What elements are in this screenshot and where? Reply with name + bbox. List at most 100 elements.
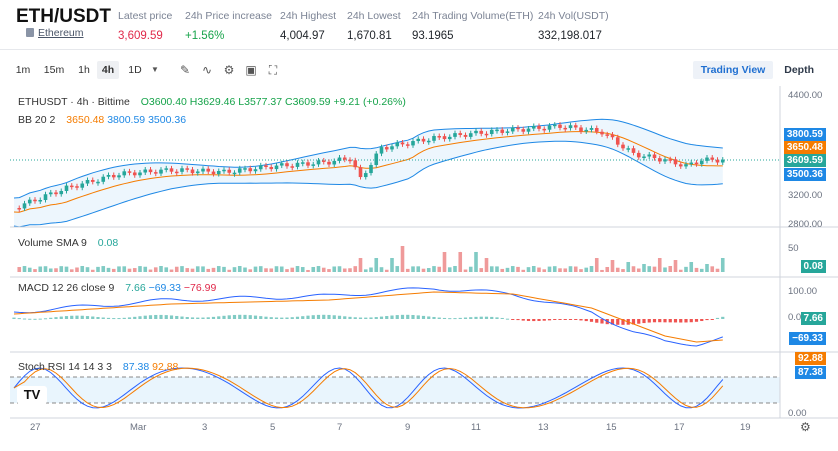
macd-histogram-bar xyxy=(127,317,132,319)
volume-bar xyxy=(348,268,352,272)
stat-24h-high: 24h Highest 4,004.97 xyxy=(280,10,337,42)
candle xyxy=(43,194,48,200)
chevron-down-icon[interactable]: ▼ xyxy=(151,65,159,74)
candle xyxy=(479,130,484,134)
chart-svg[interactable] xyxy=(0,86,838,446)
draw-pen-icon[interactable]: ✎ xyxy=(179,63,191,77)
candle xyxy=(400,142,405,145)
macd-histogram-bar xyxy=(38,318,42,320)
volume-bar xyxy=(463,269,468,272)
volume-bar xyxy=(615,267,620,272)
view-tabs: Trading View Depth xyxy=(692,61,822,79)
macd-histogram-bar xyxy=(70,315,74,319)
macd-histogram-bar xyxy=(290,317,294,319)
stoch-k-price-label: 87.38 xyxy=(794,366,826,379)
macd-histogram-bar xyxy=(589,319,594,322)
candle xyxy=(468,133,473,137)
macd-histogram-bar xyxy=(43,318,48,320)
macd-histogram-bar xyxy=(595,319,599,323)
candle xyxy=(311,164,316,166)
candle xyxy=(27,199,32,204)
volume-bar xyxy=(64,266,69,272)
macd-histogram-bar xyxy=(80,315,84,319)
candle xyxy=(531,125,536,129)
volume-bar xyxy=(484,258,489,272)
macd-histogram-bar xyxy=(705,319,709,321)
volume-bar xyxy=(699,268,704,272)
candle xyxy=(290,166,295,168)
candle xyxy=(447,136,452,140)
volume-bar xyxy=(547,266,552,272)
market-header: ETH/USDT Ethereum Latest price 3,609.59 2… xyxy=(0,0,838,50)
settings-gear-icon[interactable]: ⚙ xyxy=(223,63,235,77)
macd-histogram-bar xyxy=(227,315,231,319)
macd-histogram-bar xyxy=(159,314,163,319)
volume-bar xyxy=(253,266,258,272)
macd-histogram-bar xyxy=(169,315,174,319)
macd-histogram-bar xyxy=(112,318,116,320)
fullscreen-icon[interactable]: ⛶ xyxy=(268,63,278,77)
volume-bar xyxy=(332,266,337,272)
macd-histogram-bar xyxy=(122,317,126,319)
macd-histogram-bar xyxy=(553,319,557,321)
volume-bar xyxy=(180,266,184,272)
volume-bar xyxy=(185,268,190,272)
candle xyxy=(106,174,111,177)
macd-histogram-bar xyxy=(33,318,37,320)
candle xyxy=(437,136,442,138)
signal-price-label: −69.33 xyxy=(789,332,826,345)
candle xyxy=(684,164,688,167)
macd-histogram-bar xyxy=(469,317,473,319)
volume-bar xyxy=(22,266,27,272)
interval-1d[interactable]: 1D xyxy=(128,64,142,76)
volume-bar xyxy=(316,266,321,272)
volume-bar xyxy=(563,268,568,272)
macd-histogram-bar xyxy=(721,316,725,319)
volume-bar xyxy=(143,266,148,272)
stat-24h-change: 24h Price increase +1.56% xyxy=(185,10,272,42)
volume-bar xyxy=(17,267,22,272)
chart-area[interactable]: ETHUSDT · 4h · Bittime O3600.40 H3629.46… xyxy=(0,86,838,446)
candle xyxy=(248,168,253,172)
interval-1h[interactable]: 1h xyxy=(78,64,90,76)
volume-bar xyxy=(678,269,683,272)
candle xyxy=(253,169,258,172)
interval-4h[interactable]: 4h xyxy=(97,61,119,79)
candle xyxy=(174,171,179,174)
candle xyxy=(38,199,43,202)
macd-histogram-bar xyxy=(532,319,536,322)
macd-histogram-bar xyxy=(694,319,699,322)
indicator-icon[interactable]: ∿ xyxy=(201,63,213,77)
macd-histogram-bar xyxy=(211,316,216,319)
exchange-link[interactable]: Ethereum xyxy=(26,27,84,39)
macd-histogram-bar xyxy=(217,316,221,319)
candle xyxy=(552,124,557,127)
candle xyxy=(463,134,468,137)
interval-15m[interactable]: 15m xyxy=(43,64,65,76)
macd-histogram-bar xyxy=(64,316,69,319)
candle xyxy=(69,185,74,188)
interval-1m[interactable]: 1m xyxy=(15,64,31,76)
macd-histogram-bar xyxy=(164,315,168,319)
save-icon[interactable]: ▣ xyxy=(245,63,257,77)
candle xyxy=(258,165,263,170)
macd-histogram-bar xyxy=(474,316,478,319)
tab-trading-view[interactable]: Trading View xyxy=(692,61,774,79)
date-tick: 7 xyxy=(337,422,343,433)
candle xyxy=(663,159,667,162)
tab-depth[interactable]: Depth xyxy=(784,64,814,76)
macd-histogram-bar xyxy=(616,319,620,325)
volume-bar xyxy=(720,258,725,272)
volume-bar xyxy=(621,269,625,272)
candle xyxy=(411,141,415,146)
volume-bar xyxy=(211,267,216,272)
tradingview-logo: TV xyxy=(17,386,47,404)
candle xyxy=(510,127,515,132)
candle xyxy=(216,170,221,175)
settings-gear-icon[interactable]: ⚙ xyxy=(800,420,811,434)
macd-histogram-bar xyxy=(364,317,368,319)
macd-histogram-bar xyxy=(253,315,258,319)
candle xyxy=(673,159,678,165)
volume-bar xyxy=(705,264,709,272)
volume-bar xyxy=(237,266,242,272)
